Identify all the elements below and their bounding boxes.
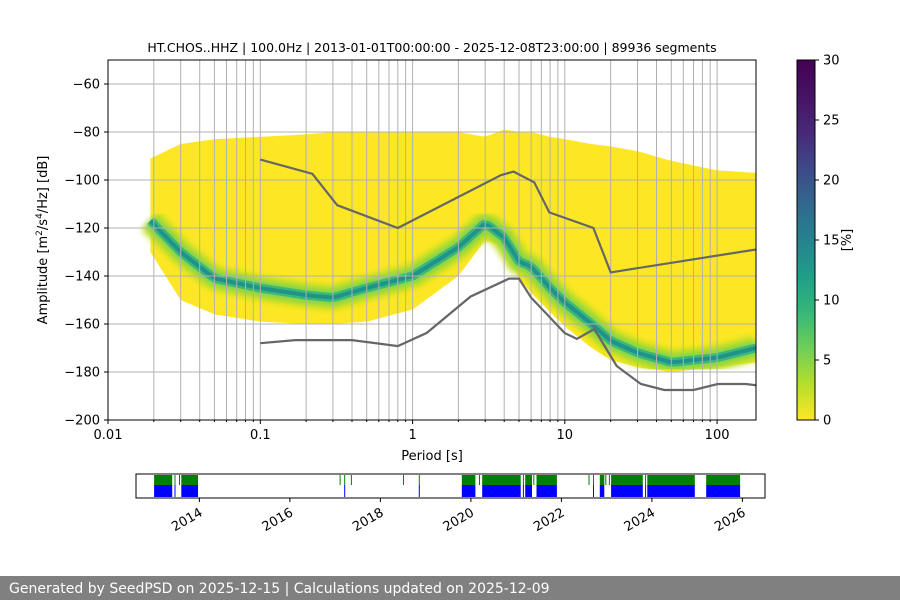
x-tick-label: 0.01 [94,428,123,443]
noise-models [260,158,756,392]
availability-green-tick [605,475,607,485]
x-tick-label: 100 [705,428,730,443]
availability-blue-segment [599,485,605,497]
footer-bar: Generated by SeedPSD on 2025-12-15 | Cal… [0,576,900,600]
nlnm-line [260,277,756,392]
timeline-tick-label: 2014 [169,505,205,535]
timeline-tick-label: 2018 [350,505,386,535]
y-tick-label: −160 [64,318,100,333]
availability-blue-tick [645,485,647,497]
availability-green-tick [350,475,352,485]
y-axis-label-main: Amplitude [m [36,236,51,325]
data-availability-bars [154,475,741,497]
availability-green-segment [154,475,173,485]
plot-frame [107,59,757,421]
availability-green-tick [418,475,420,485]
y-tick-label: −60 [73,78,100,93]
availability-green-tick [468,475,470,485]
availability-blue-segment [461,485,476,497]
availability-blue-segment [482,485,521,497]
mode-band-core [148,219,756,365]
y-axis-label-sup2: 4 [35,213,45,219]
figure: HT.CHOS..HHZ | 100.0Hz | 2013-01-01T00:0… [35,40,855,535]
nhnm-line [260,158,756,274]
availability-green-tick [608,475,610,485]
availability-green-tick [522,475,524,485]
availability-blue-segment [647,485,695,497]
availability-green-tick [593,475,594,485]
timeline-tick-label: 2022 [531,505,567,535]
availability-blue-tick [344,485,346,497]
colorbar-tick-label: 5 [823,354,831,369]
density-heatmap [141,129,756,376]
availability-green-segment [599,475,605,485]
availability-green-tick [179,475,180,485]
timeline-ticks: 2014 2016 2018 2020 2022 2024 2026 [169,498,748,535]
x-tick-label: 1 [408,428,416,443]
availability-green-segment [706,475,741,485]
timeline-tick-label: 2020 [441,505,477,535]
colorbar-ticks: 0 5 10 15 20 25 30 [815,54,840,429]
chart-title: HT.CHOS..HHZ | 100.0Hz | 2013-01-01T00:0… [147,40,716,55]
y-axis-label: Amplitude [m2/s4/Hz] [dB] [35,156,51,325]
availability-green-tick [174,475,176,485]
colorbar-tick-label: 20 [823,174,840,189]
y-tick-label: −120 [64,222,100,237]
availability-green-tick [588,475,590,485]
timeline-tick-label: 2024 [622,505,658,535]
availability-green-segment [611,475,643,485]
availability-blue-tick [522,485,524,497]
y-tick-label: −80 [73,126,100,141]
availability-green-segment [482,475,521,485]
availability-blue-segment [611,485,643,497]
availability-green-tick [344,475,346,485]
y-axis-label-end: /Hz] [dB] [36,156,51,214]
y-axis-label-mid: /s [36,219,51,230]
x-tick-label: 0.1 [250,428,271,443]
y-axis-ticks: −60 −80 −100 −120 −140 −160 −180 −200 [64,78,108,429]
timeline-tick-label: 2026 [712,505,748,535]
colorbar-tick-label: 10 [823,294,840,309]
availability-blue-segment [706,485,741,497]
x-axis-ticks: 0.01 0.1 1 10 100 [94,420,730,443]
availability-blue-segment [536,485,557,497]
y-axis-label-sup1: 2 [35,230,45,236]
availability-blue-segment [525,485,532,497]
footer-text: Generated by SeedPSD on 2025-12-15 | Cal… [9,581,550,597]
availability-blue-segment [181,485,198,497]
y-tick-label: −200 [64,414,100,429]
colorbar-tick-label: 0 [823,414,831,429]
availability-green-tick [479,475,480,485]
availability-blue-tick [174,485,176,497]
gridlines [108,60,756,420]
colorbar [796,59,816,421]
x-axis-label: Period [s] [401,449,463,464]
availability-blue-segment [154,485,173,497]
timeline-tick-label: 2016 [260,505,296,535]
availability-green-segment [525,475,532,485]
colorbar-tick-label: 30 [823,54,840,69]
colorbar-tick-label: 25 [823,114,840,129]
x-tick-label: 10 [557,428,574,443]
availability-green-segment [181,475,198,485]
colorbar-tick-label: 15 [823,234,840,249]
y-tick-label: −100 [64,174,100,189]
y-tick-label: −180 [64,366,100,381]
colorbar-label: [%] [840,229,855,252]
availability-blue-tick [418,485,420,497]
availability-green-segment [461,475,476,485]
availability-green-segment [536,475,557,485]
availability-green-tick [403,475,404,485]
availability-green-tick [339,475,341,485]
availability-green-segment [647,475,695,485]
availability-green-tick [533,475,535,485]
availability-green-tick [645,475,647,485]
y-tick-label: −140 [64,270,100,285]
timeline-frame [135,473,766,499]
availability-blue-tick [593,485,594,497]
